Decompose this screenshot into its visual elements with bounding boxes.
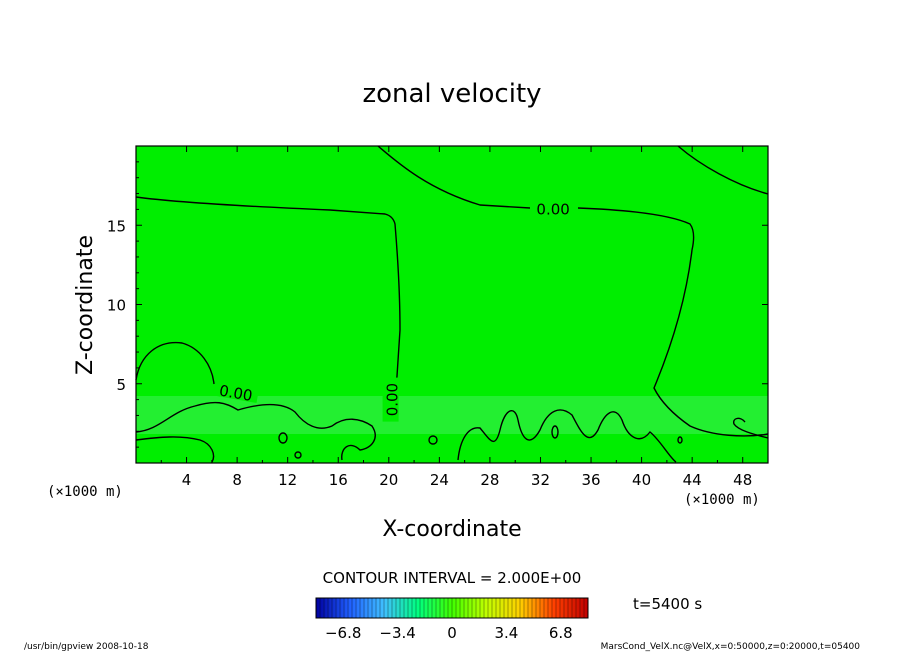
time-label: t=5400 s bbox=[633, 595, 702, 613]
contour-mid-wiggle bbox=[457, 409, 677, 463]
contour-upper-right bbox=[577, 207, 769, 437]
x-tick-label: 4 bbox=[182, 471, 192, 489]
near-surface-band bbox=[136, 396, 768, 434]
contour-right-hook bbox=[733, 417, 769, 439]
contour-interval-label: CONTOUR INTERVAL = 2.000E+00 bbox=[323, 569, 582, 587]
contour-label-text: 0.00 bbox=[218, 381, 254, 405]
x-tick-label: 28 bbox=[480, 471, 499, 489]
contour-upper-left bbox=[135, 196, 401, 411]
contour-bottom-left bbox=[135, 436, 215, 463]
contour-label-text: 0.00 bbox=[384, 383, 402, 416]
x-tick-label: 8 bbox=[232, 471, 242, 489]
footer-right: MarsCond_VelX.nc@VelX,x=0:50000,z=0:2000… bbox=[601, 642, 861, 652]
contour-labels: 0.00 0.00 0.00 bbox=[213, 199, 576, 422]
x-unit-right: (×1000 m) bbox=[684, 492, 760, 508]
x-unit-left: (×1000 m) bbox=[47, 484, 123, 500]
contour-label-text: 0.00 bbox=[536, 200, 569, 218]
colorbar-stripes bbox=[315, 598, 585, 618]
contour-small-loop-3 bbox=[551, 425, 559, 439]
footer-left: /usr/bin/gpview 2008-10-18 bbox=[24, 642, 149, 652]
x-tick-label: 24 bbox=[430, 471, 449, 489]
contour-label-bg bbox=[213, 379, 260, 403]
colorbar-tick-label: 6.8 bbox=[549, 624, 573, 642]
contour-label: 0.00 bbox=[213, 379, 260, 405]
contour-lines bbox=[135, 145, 769, 463]
x-tick-label: 40 bbox=[632, 471, 651, 489]
chart-title: zonal velocity bbox=[362, 79, 541, 109]
contour-low-wave bbox=[135, 401, 376, 461]
y-tick-label: 10 bbox=[107, 297, 126, 315]
contour-upper-top bbox=[377, 145, 531, 209]
contour-small-loop-4 bbox=[294, 451, 302, 459]
x-tick-label: 32 bbox=[531, 471, 550, 489]
contour-small-loop-1 bbox=[278, 432, 288, 444]
y-tick-label: 15 bbox=[107, 217, 126, 235]
contour-small-loop-2 bbox=[428, 435, 438, 445]
x-tick-label: 44 bbox=[683, 471, 702, 489]
contour-label-bg bbox=[531, 199, 576, 216]
x-tick-label: 12 bbox=[278, 471, 297, 489]
colorbar-tick-label: 0 bbox=[447, 624, 457, 642]
x-axis-label: X-coordinate bbox=[382, 517, 521, 542]
contour-label-bg bbox=[382, 377, 399, 422]
x-tick-label: 20 bbox=[379, 471, 398, 489]
x-tick-label: 16 bbox=[329, 471, 348, 489]
x-tick-label: 36 bbox=[581, 471, 600, 489]
colorbar-tick-label: −6.8 bbox=[325, 624, 361, 642]
y-axis-label: Z-coordinate bbox=[73, 235, 98, 375]
contour-label: 0.00 bbox=[382, 377, 402, 422]
contour-left-bubble bbox=[135, 341, 215, 385]
x-axis: 4 8 12 16 20 24 28 32 36 40 44 48 bbox=[160, 146, 752, 489]
colorbar-tick-label: −3.4 bbox=[379, 624, 415, 642]
y-tick-label: 5 bbox=[116, 376, 126, 394]
colorbar-tick-label: 3.4 bbox=[494, 624, 518, 642]
contour-label: 0.00 bbox=[531, 199, 576, 218]
contour-small-loop-5 bbox=[677, 436, 683, 444]
colorbar-ticks: −6.8 −3.4 0 3.4 6.8 bbox=[325, 624, 573, 642]
x-tick-label: 48 bbox=[733, 471, 752, 489]
y-axis: 5 10 15 bbox=[107, 161, 768, 448]
contour-right-arc bbox=[677, 145, 769, 195]
